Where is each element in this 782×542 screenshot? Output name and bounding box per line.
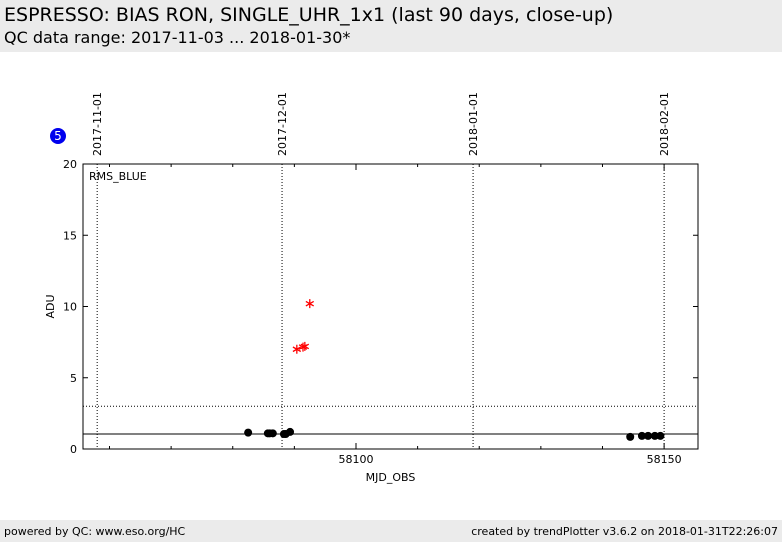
- point: [305, 299, 315, 309]
- header: ESPRESSO: BIAS RON, SINGLE_UHR_1x1 (last…: [0, 0, 782, 52]
- point: [656, 431, 665, 440]
- y-tick-label: 0: [70, 443, 77, 456]
- point: [268, 429, 277, 438]
- subtitle: QC data range: 2017-11-03 ... 2018-01-30…: [4, 28, 351, 47]
- point: [244, 428, 253, 437]
- y-tick-label: 20: [63, 158, 77, 171]
- footer-right: created by trendPlotter v3.6.2 on 2018-0…: [471, 525, 778, 538]
- point: [637, 431, 646, 440]
- y-tick-label: 15: [63, 229, 77, 242]
- badge: 5: [54, 129, 62, 143]
- date-tick-label: 2017-12-01: [276, 92, 289, 156]
- date-tick-label: 2018-02-01: [658, 92, 671, 156]
- x-axis-label: MJD_OBS: [366, 471, 416, 484]
- date-tick-label: 2017-11-01: [91, 92, 104, 156]
- y-tick-label: 5: [70, 372, 77, 385]
- point: [300, 341, 310, 351]
- badge-circle: [50, 128, 66, 144]
- y-axis-label: ADU: [44, 294, 57, 318]
- point: [650, 431, 659, 440]
- point: [626, 432, 635, 441]
- date-tick-label: 2018-01-01: [467, 92, 480, 156]
- chart: 5 2017-11-01 2017-12-01 2018-01-01 2018-02-0…: [44, 92, 699, 484]
- point: [644, 431, 653, 440]
- point: [286, 427, 295, 436]
- footer-left: powered by QC: www.eso.org/HC: [4, 525, 186, 538]
- point: [292, 344, 302, 354]
- footer: powered by QC: www.eso.org/HC created by…: [0, 520, 782, 542]
- title: ESPRESSO: BIAS RON, SINGLE_UHR_1x1 (last…: [4, 4, 614, 26]
- y-tick-label: 10: [63, 301, 77, 314]
- x-tick-label: 58150: [647, 453, 682, 466]
- panel-label: RMS_BLUE: [89, 170, 147, 183]
- x-tick-label: 58100: [338, 453, 373, 466]
